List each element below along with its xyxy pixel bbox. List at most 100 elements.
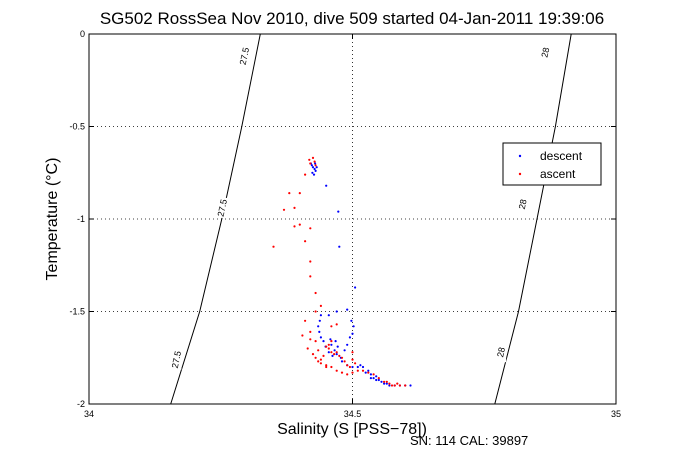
contour-label: 27.5 <box>170 350 183 369</box>
data-point-ascent <box>314 164 317 167</box>
data-point-ascent <box>293 225 296 228</box>
data-point-descent <box>352 325 355 328</box>
legend: descent ascent <box>502 142 602 186</box>
data-point-descent <box>314 162 317 165</box>
data-point-descent <box>350 319 353 322</box>
y-tick-label: 0 <box>80 29 85 39</box>
data-point-descent <box>322 340 325 343</box>
data-point-ascent <box>309 162 312 165</box>
data-point-descent <box>380 380 383 383</box>
data-point-descent <box>311 171 314 174</box>
data-point-ascent <box>325 364 328 367</box>
y-tick-label: -2 <box>77 399 85 409</box>
data-points <box>272 156 412 387</box>
data-point-ascent <box>327 347 330 350</box>
data-point-ascent <box>314 340 317 343</box>
data-point-ascent <box>309 260 312 263</box>
data-point-ascent <box>314 291 317 295</box>
data-point-descent <box>319 336 322 339</box>
data-point-descent <box>377 378 380 382</box>
legend-label-ascent: ascent <box>540 167 576 181</box>
contour-label-mask <box>517 194 528 215</box>
data-point-descent <box>312 173 316 176</box>
contour-label-mask <box>239 46 250 67</box>
data-point-descent <box>331 354 334 357</box>
data-point-descent <box>348 336 351 339</box>
y-tick-label: -1 <box>77 214 85 224</box>
axis-ticks: 34 34.5 35 0 -0.5 -1 -1.5 -2 <box>69 29 621 419</box>
density-contour-line <box>494 33 572 405</box>
data-point-ascent <box>396 382 399 385</box>
legend-label-descent: descent <box>540 149 583 163</box>
data-point-ascent <box>385 380 388 383</box>
data-point-ascent <box>335 351 338 354</box>
data-point-descent <box>314 169 317 172</box>
data-point-descent <box>327 314 330 317</box>
data-point-descent <box>325 184 328 187</box>
data-point-descent <box>315 166 318 169</box>
data-point-descent <box>313 167 316 171</box>
contour-label: 28 <box>539 47 551 59</box>
data-point-descent <box>317 325 320 328</box>
x-tick-label: 34.5 <box>344 409 362 419</box>
data-point-ascent <box>367 371 370 374</box>
data-point-ascent <box>306 347 309 350</box>
data-point-ascent <box>317 349 320 352</box>
data-point-ascent <box>335 369 338 372</box>
contour-label: 28 <box>517 198 529 210</box>
data-point-descent <box>369 377 372 380</box>
data-point-ascent <box>340 371 344 374</box>
data-point-ascent <box>293 206 296 209</box>
data-point-descent <box>329 338 332 341</box>
data-point-descent <box>343 349 346 352</box>
x-axis-label: Salinity (S [PSS−78]) <box>277 421 427 438</box>
data-point-ascent <box>372 373 375 376</box>
data-point-ascent <box>319 304 322 307</box>
data-point-ascent <box>343 360 346 363</box>
data-point-descent <box>334 340 337 343</box>
data-point-descent <box>310 164 313 167</box>
data-point-ascent <box>288 192 291 195</box>
legend-marker-descent <box>518 154 522 158</box>
data-point-descent <box>388 384 391 387</box>
data-point-descent <box>335 310 338 313</box>
x-tick-label: 34 <box>84 409 94 419</box>
data-point-ascent <box>351 358 354 361</box>
data-point-ascent <box>325 345 328 348</box>
data-point-ascent <box>356 369 359 372</box>
data-point-ascent <box>298 223 301 226</box>
data-point-descent <box>356 365 359 369</box>
data-point-ascent <box>309 227 312 230</box>
data-point-ascent <box>388 382 391 385</box>
data-point-ascent <box>393 384 396 387</box>
data-point-descent <box>338 245 341 248</box>
data-point-ascent <box>327 343 330 346</box>
data-point-descent <box>351 365 354 369</box>
contour-label: 28 <box>495 346 507 358</box>
data-point-ascent <box>304 173 307 176</box>
data-point-descent <box>335 353 338 356</box>
y-axis-label: Temperature (°C) <box>44 158 61 281</box>
data-point-descent <box>337 210 340 213</box>
data-point-descent <box>311 166 315 169</box>
data-point-descent <box>364 371 367 374</box>
legend-box <box>502 142 602 186</box>
data-point-descent <box>369 373 372 376</box>
data-point-descent <box>367 369 370 372</box>
contour-label-mask <box>496 342 507 363</box>
data-point-descent <box>346 308 349 311</box>
contour-label-mask <box>540 42 551 63</box>
data-point-ascent <box>377 377 380 380</box>
data-point-descent <box>336 345 339 348</box>
data-point-descent <box>383 382 386 385</box>
data-point-ascent <box>317 360 320 363</box>
data-point-descent <box>340 360 344 363</box>
data-point-ascent <box>311 353 315 356</box>
contour-label-mask <box>171 349 182 370</box>
data-point-ascent <box>304 240 307 243</box>
data-point-descent <box>409 384 412 387</box>
chart-title: SG502 RossSea Nov 2010, dive 509 started… <box>100 9 604 28</box>
data-point-descent <box>375 378 378 382</box>
data-point-ascent <box>348 365 351 369</box>
